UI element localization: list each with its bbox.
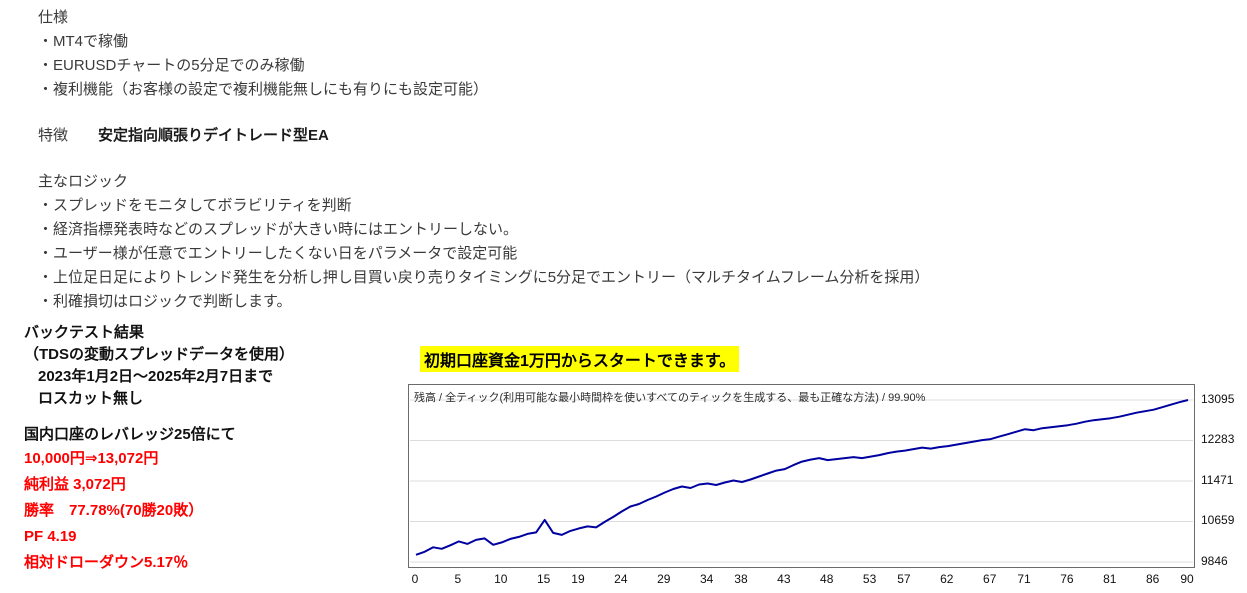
y-axis-label: 9846 bbox=[1201, 554, 1228, 568]
backtest-result: 相対ドローダウン5.17％ bbox=[24, 554, 189, 571]
highlight-banner: 初期口座資金1万円からスタートできます。 bbox=[420, 346, 740, 372]
logic-item: ・ユーザー様が任意でエントリーしたくない日をパラメータで設定可能 bbox=[38, 245, 518, 262]
x-axis-label: 71 bbox=[1017, 572, 1031, 586]
backtest-line: ロスカット無し bbox=[38, 390, 144, 407]
logic-item: ・スプレッドをモニタしてボラビリティを判断 bbox=[38, 197, 352, 214]
equity-curve-plot bbox=[410, 399, 1193, 563]
x-axis-label: 29 bbox=[657, 572, 671, 586]
x-axis-label: 10 bbox=[494, 572, 508, 586]
logic-item: ・経済指標発表時などのスプレッドが大きい時にはエントリーしない。 bbox=[38, 221, 519, 238]
backtest-section: バックテスト結果 （TDSの変動スプレッドデータを使用） 2023年1月2日～2… bbox=[24, 322, 294, 576]
equity-curve-chart: 残高 / 全ティック(利用可能な最小時間枠を使いすべてのティックを生成する、最も… bbox=[408, 384, 1195, 568]
y-axis-label: 13095 bbox=[1201, 392, 1235, 406]
spec-item: ・複利機能（お客様の設定で複利機能無しにも有りにも設定可能） bbox=[38, 81, 489, 98]
x-axis-label: 38 bbox=[734, 572, 748, 586]
y-axis-label: 11471 bbox=[1201, 472, 1234, 487]
backtest-result: PF 4.19 bbox=[24, 528, 77, 545]
y-axis-label: 12283 bbox=[1201, 432, 1235, 447]
feature-label: 特徴 bbox=[38, 127, 69, 144]
x-axis-label: 43 bbox=[777, 572, 791, 586]
x-axis-label: 48 bbox=[820, 572, 834, 586]
feature-value: 安定指向順張りデイトレード型EA bbox=[98, 127, 329, 144]
x-axis-label: 34 bbox=[699, 572, 714, 586]
x-axis-label: 67 bbox=[983, 572, 997, 586]
x-axis-label: 90 bbox=[1180, 572, 1194, 586]
spec-and-logic-section: 仕様 ・MT4で稼働 ・EURUSDチャートの5分足でのみ稼働 ・複利機能（お客… bbox=[38, 6, 929, 314]
backtest-result: 10,000円⇒13,072円 bbox=[24, 450, 159, 467]
x-axis-label: 86 bbox=[1146, 572, 1160, 586]
spec-item: ・MT4で稼働 bbox=[38, 33, 129, 50]
logic-item: ・上位足日足によりトレンド発生を分析し押し目買い戻り売りタイミングに5分足でエン… bbox=[38, 269, 930, 286]
logic-title: 主なロジック bbox=[38, 173, 129, 190]
backtest-leverage-line: 国内口座のレバレッジ25倍にて bbox=[24, 426, 236, 443]
x-axis-label: 19 bbox=[571, 572, 585, 586]
backtest-title: バックテスト結果 bbox=[24, 324, 145, 341]
x-axis-label: 81 bbox=[1103, 572, 1117, 586]
x-axis-label: 57 bbox=[897, 572, 911, 586]
x-axis-label: 62 bbox=[940, 572, 954, 586]
feature-line: 特徴 安定指向順張りデイトレード型EA bbox=[38, 124, 929, 148]
backtest-line: 2023年1月2日～2025年2月7日まで bbox=[38, 368, 274, 385]
spec-item: ・EURUSDチャートの5分足でのみ稼働 bbox=[38, 57, 305, 74]
logic-item: ・利確損切はロジックで判断します。 bbox=[38, 293, 292, 310]
x-axis-label: 53 bbox=[862, 572, 877, 586]
x-axis-label: 5 bbox=[454, 572, 462, 586]
backtest-line: （TDSの変動スプレッドデータを使用） bbox=[24, 346, 295, 363]
spec-title: 仕様 bbox=[38, 9, 69, 26]
x-axis-label: 24 bbox=[614, 572, 628, 586]
y-axis-label: 10659 bbox=[1201, 513, 1235, 528]
x-axis-label: 0 bbox=[411, 572, 419, 586]
backtest-result: 純利益 3,072円 bbox=[24, 476, 126, 493]
backtest-result: 勝率 77.78%(70勝20敗） bbox=[24, 502, 204, 519]
x-axis-label: 76 bbox=[1060, 572, 1074, 586]
backtest-chart-area: 残高 / 全ティック(利用可能な最小時間枠を使いすべてのティックを生成する、最も… bbox=[408, 384, 1247, 590]
x-axis-label: 15 bbox=[536, 572, 551, 586]
chart-title: 残高 / 全ティック(利用可能な最小時間枠を使いすべてのティックを生成する、最も… bbox=[414, 392, 926, 404]
